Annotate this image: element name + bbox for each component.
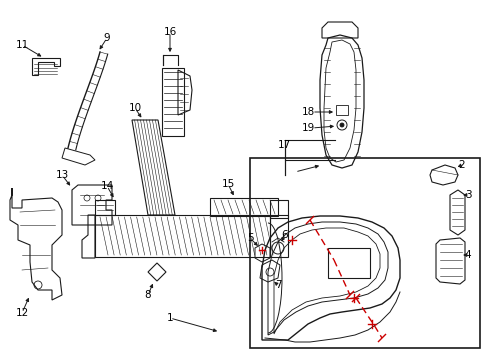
Bar	[209, 198, 278, 216]
Text: 16: 16	[163, 27, 176, 37]
Text: 19: 19	[302, 123, 315, 133]
Text: 5: 5	[246, 233, 253, 243]
Text: 2: 2	[458, 160, 465, 170]
Text: 13: 13	[55, 170, 68, 180]
Text: 15: 15	[221, 179, 234, 189]
Text: 11: 11	[15, 40, 29, 50]
Text: 18: 18	[302, 107, 315, 117]
Text: 7: 7	[274, 280, 281, 290]
Bar	[269, 215, 287, 257]
Bar	[269, 200, 287, 218]
Text: 1: 1	[166, 313, 173, 323]
Bar	[327, 248, 369, 278]
Text: 12: 12	[15, 308, 29, 318]
Bar	[95, 215, 269, 257]
Text: 10: 10	[128, 103, 141, 113]
Text: 3: 3	[464, 190, 470, 200]
Text: 4: 4	[464, 250, 470, 260]
Text: 9: 9	[103, 33, 110, 43]
Text: 8: 8	[144, 290, 151, 300]
Circle shape	[339, 123, 343, 127]
Bar	[162, 68, 183, 136]
Text: 17: 17	[278, 140, 291, 150]
Text: 6: 6	[281, 230, 288, 240]
Text: 14: 14	[100, 181, 113, 191]
Bar	[335, 105, 347, 115]
